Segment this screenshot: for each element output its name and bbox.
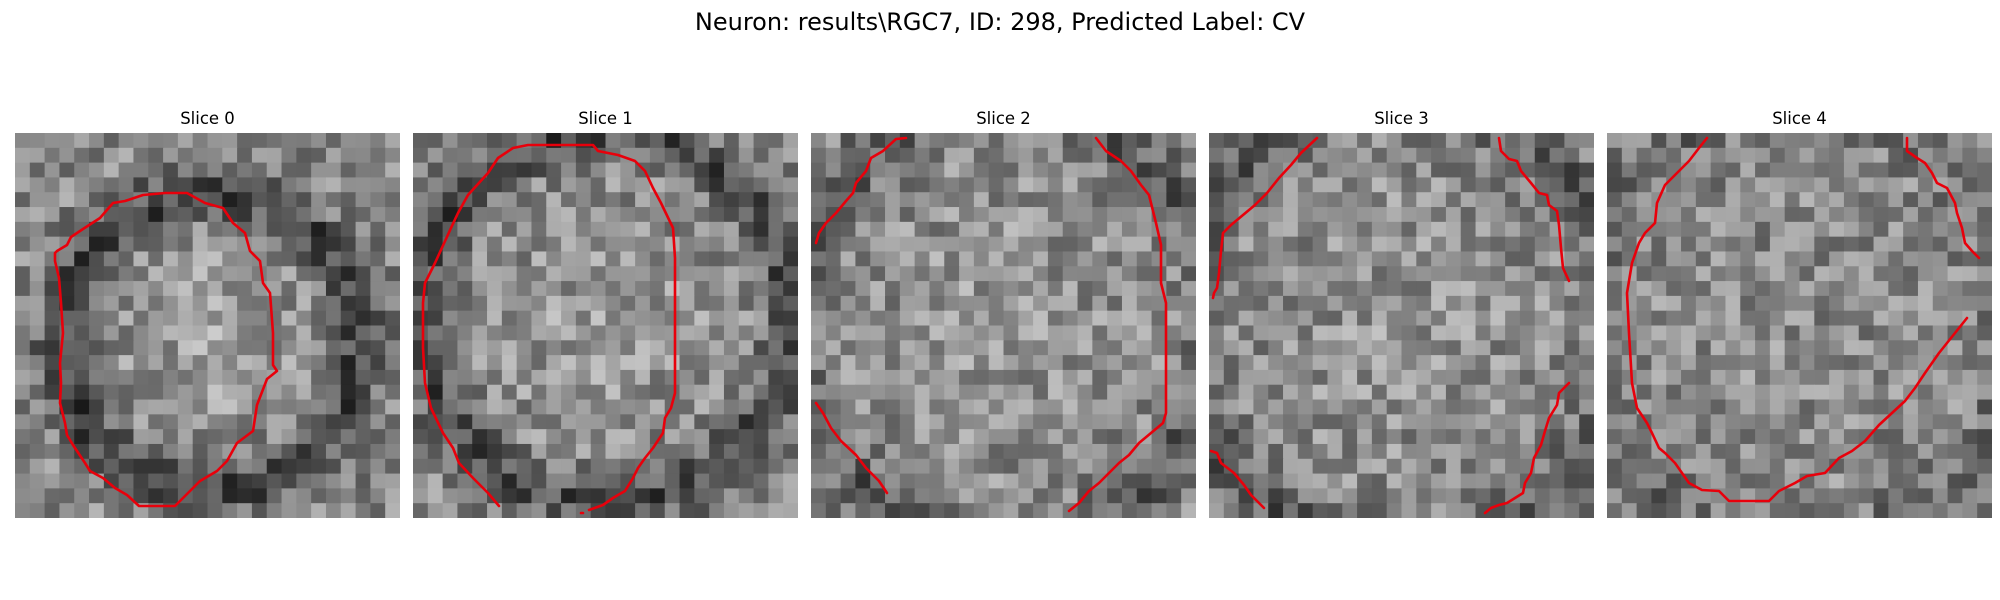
grayscale-pixels	[1607, 133, 1992, 518]
grayscale-pixels	[811, 133, 1196, 518]
segmentation-contour	[1483, 381, 1571, 515]
segmentation-contour	[53, 191, 279, 508]
slice-image	[15, 133, 400, 518]
slice-title: Slice 3	[1374, 109, 1429, 128]
segmentation-contour	[1905, 136, 1981, 260]
figure-title: Neuron: results\RGC7, ID: 298, Predicted…	[694, 8, 1306, 36]
segmentation-contour	[1209, 449, 1266, 510]
slice-title: Slice 2	[976, 109, 1031, 128]
slice-title: Slice 4	[1772, 109, 1827, 128]
slice-image	[413, 133, 798, 518]
slice-title: Slice 0	[180, 109, 235, 128]
grayscale-pixels	[413, 133, 798, 518]
slice-panel-0: Slice 0	[15, 108, 400, 518]
segmentation-contour	[1625, 136, 1969, 503]
segmentation-contour	[421, 143, 677, 512]
slice-image	[1209, 133, 1594, 518]
segmentation-contour	[814, 401, 889, 495]
grayscale-pixels	[15, 133, 400, 518]
segmentation-contour	[1211, 136, 1319, 300]
segmentation-contour	[1497, 136, 1571, 283]
slice-panel-4: Slice 4	[1607, 108, 1992, 518]
slice-image	[1607, 133, 1992, 518]
slice-image	[811, 133, 1196, 518]
grayscale-pixels	[1209, 133, 1594, 518]
slice-panel-1: Slice 1	[413, 108, 798, 518]
segmentation-contour	[814, 136, 908, 245]
slice-title: Slice 1	[578, 109, 633, 128]
slice-panel-2: Slice 2	[811, 108, 1196, 518]
slice-panel-3: Slice 3	[1209, 108, 1594, 518]
segmentation-contour	[1067, 136, 1168, 513]
